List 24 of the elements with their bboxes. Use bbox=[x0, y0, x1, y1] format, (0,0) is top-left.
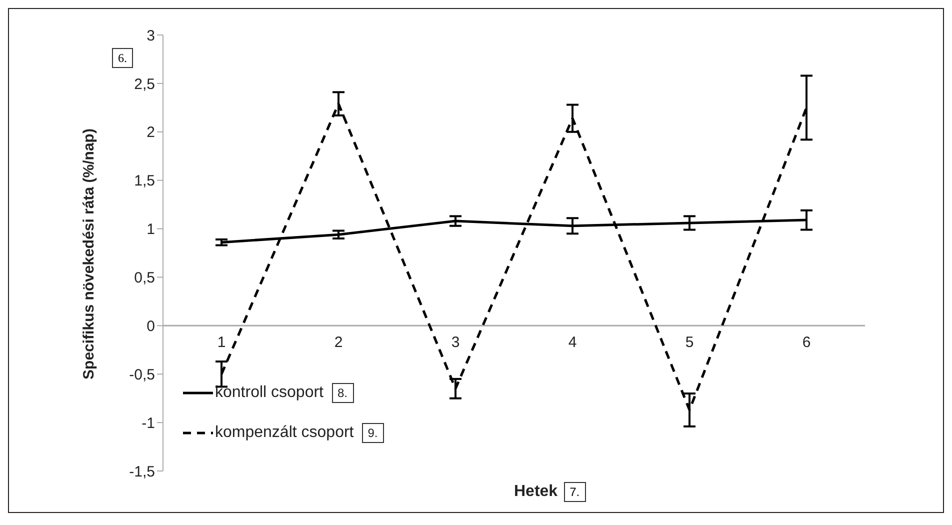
y-tick-label: 1,5 bbox=[134, 172, 155, 190]
y-axis-title: Specifikus növekedési ráta (%/nap) bbox=[80, 128, 98, 380]
x-tick-label: 2 bbox=[334, 334, 343, 351]
annotation: 8. bbox=[332, 383, 354, 403]
legend-label: kompenzált csoport bbox=[215, 424, 354, 442]
y-tick-label: -1 bbox=[142, 414, 155, 432]
x-tick-label: 3 bbox=[451, 334, 460, 351]
y-tick-label: -1,5 bbox=[129, 463, 155, 480]
annotation: 9. bbox=[362, 423, 384, 443]
x-axis-title: Hetek bbox=[514, 483, 558, 501]
legend-label: kontroll csoport bbox=[215, 384, 324, 402]
x-tick-label: 4 bbox=[568, 334, 577, 351]
y-tick-label: 2,5 bbox=[134, 76, 155, 93]
y-tick-label: 0,5 bbox=[134, 270, 155, 287]
y-tick-label: 1 bbox=[146, 221, 155, 238]
x-tick-label: 5 bbox=[685, 334, 694, 351]
y-tick-label: 2 bbox=[146, 124, 155, 142]
y-tick-label: 3 bbox=[146, 27, 155, 44]
x-tick-label: 1 bbox=[217, 334, 226, 351]
y-tick-label: 0 bbox=[146, 318, 155, 335]
y-tick-label: -0,5 bbox=[129, 366, 155, 384]
x-tick-label: 6 bbox=[802, 334, 811, 351]
text: 7. bbox=[564, 482, 586, 502]
text: 6. bbox=[112, 48, 133, 68]
